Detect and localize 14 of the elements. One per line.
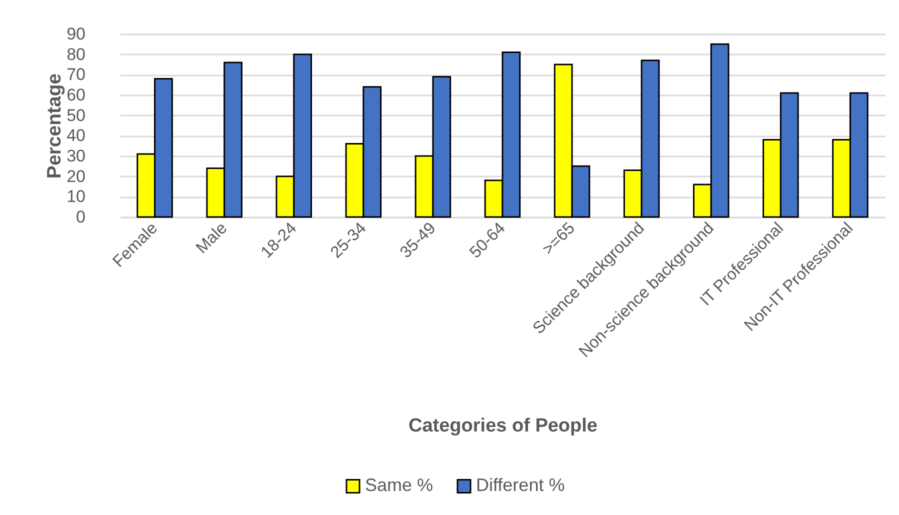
y-tick-label: 90 (66, 24, 86, 44)
y-tick-label: 60 (66, 86, 86, 104)
y-tick-label: 10 (66, 187, 86, 206)
legend-label: Different % (476, 475, 565, 496)
y-tick-label: 80 (66, 44, 86, 64)
legend-label: Same % (365, 475, 434, 496)
y-tick-label: 70 (66, 65, 86, 84)
y-tick-label: 0 (76, 208, 86, 226)
y-tick-label: 20 (66, 166, 86, 186)
y-tick-label: 40 (66, 126, 86, 146)
y-axis-title: Percentage (44, 73, 66, 179)
y-tick-label: 30 (66, 146, 86, 166)
y-tick-label: 50 (66, 106, 86, 125)
x-axis-title: Categories of People (408, 416, 598, 436)
